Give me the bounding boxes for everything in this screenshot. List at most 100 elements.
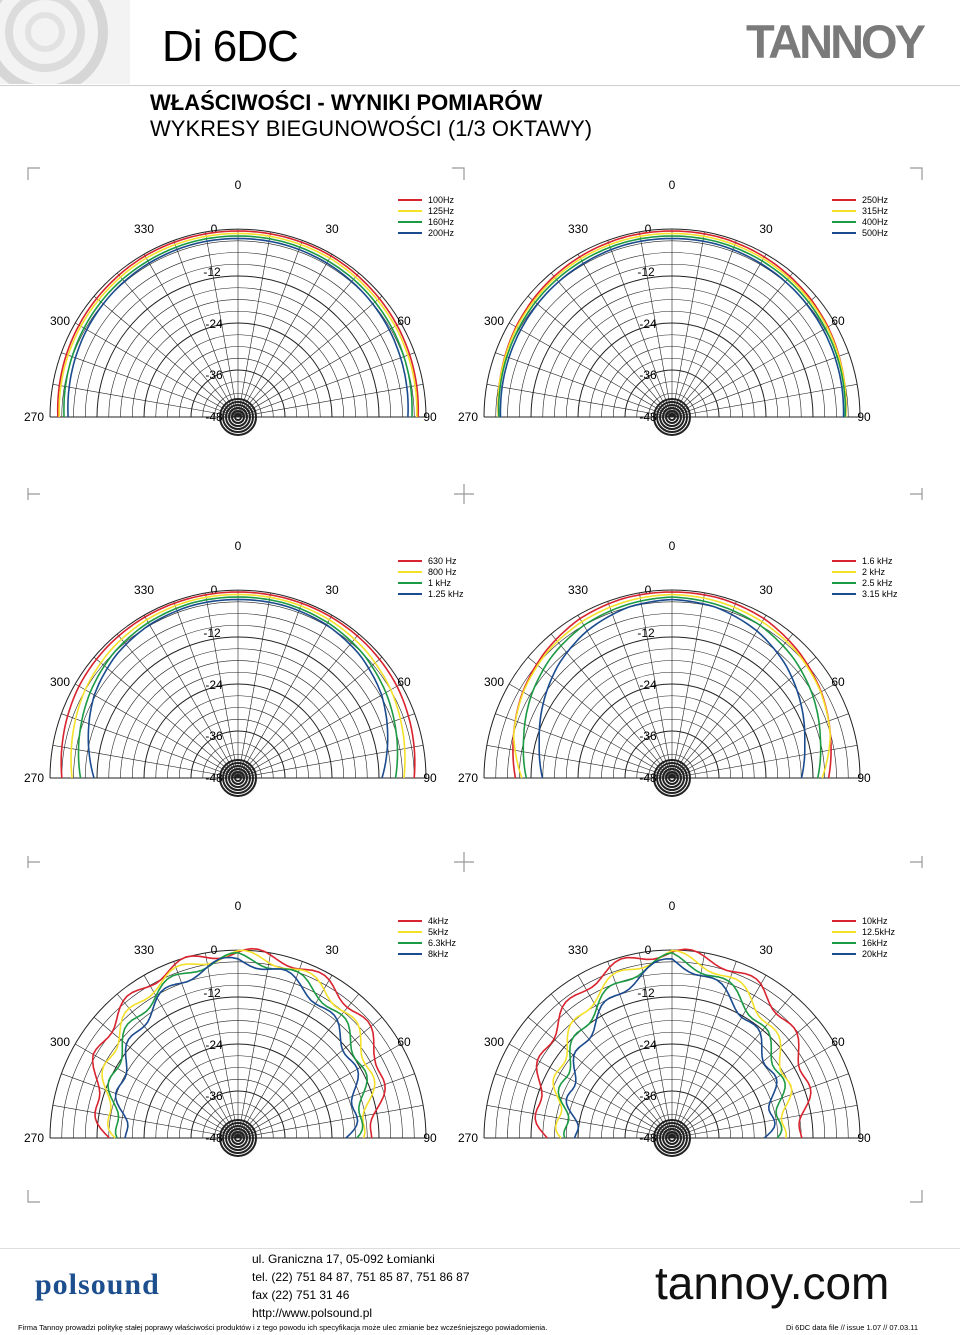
legend-entry: 200Hz bbox=[428, 228, 455, 238]
grid-spoke bbox=[671, 656, 817, 779]
grid-spoke bbox=[671, 352, 849, 418]
grid-spoke bbox=[143, 975, 239, 1139]
series-line-250hz bbox=[497, 230, 847, 418]
angle-label-0: 0 bbox=[669, 899, 676, 913]
grid-spoke bbox=[671, 295, 817, 418]
series-line-800hz bbox=[70, 593, 406, 779]
angle-label-30: 30 bbox=[759, 583, 773, 597]
grid-spoke bbox=[607, 961, 673, 1139]
tannoy-swirl-icon bbox=[0, 0, 130, 84]
radial-label: -36 bbox=[639, 729, 657, 743]
grid-spoke bbox=[237, 322, 401, 418]
page-title: Di 6DC bbox=[162, 22, 299, 71]
grid-spoke bbox=[75, 322, 239, 418]
footer bbox=[0, 1248, 960, 1324]
series-line-2khz bbox=[512, 593, 832, 779]
legend-entry: 1.25 kHz bbox=[428, 589, 464, 599]
radial-label: -24 bbox=[639, 1038, 657, 1052]
angle-label-300: 300 bbox=[50, 314, 70, 328]
polsound-logo: polsound bbox=[35, 1268, 160, 1301]
series-line-400hz bbox=[497, 235, 847, 418]
grid-spoke bbox=[75, 683, 239, 779]
grid-spoke bbox=[93, 1016, 239, 1139]
angle-label-270: 270 bbox=[458, 771, 478, 785]
grid-spoke bbox=[671, 240, 737, 418]
angle-label-30: 30 bbox=[325, 943, 339, 957]
angle-label-90: 90 bbox=[857, 771, 871, 785]
angle-label-270: 270 bbox=[24, 410, 44, 424]
angle-label-30: 30 bbox=[759, 943, 773, 957]
angle-label-30: 30 bbox=[325, 222, 339, 236]
page-header: Di 6DC TANNOY bbox=[0, 0, 960, 86]
radial-label: -48 bbox=[639, 1131, 657, 1145]
grid-spoke bbox=[495, 352, 673, 418]
series-line-160hz bbox=[63, 235, 413, 418]
legend-entry: 12.5kHz bbox=[862, 927, 896, 937]
grid-spoke bbox=[237, 952, 271, 1139]
grid-spoke bbox=[671, 1016, 817, 1139]
legend-entry: 800 Hz bbox=[428, 567, 457, 577]
grid-spoke bbox=[671, 952, 705, 1139]
telephone: tel. (22) 751 84 87, 751 85 87, 751 86 8… bbox=[252, 1270, 470, 1284]
section-subheading: WYKRESY BIEGUNOWOŚCI (1/3 OKTAWY) bbox=[150, 116, 593, 141]
grid-spoke bbox=[671, 231, 705, 418]
legend-entry: 2 kHz bbox=[862, 567, 886, 577]
radial-label: -48 bbox=[205, 1131, 223, 1145]
radial-label: -24 bbox=[205, 317, 223, 331]
polar-plot: 0 330 30 300 60 270 90 0 -12 -24 -36 -48 10kHz12.5kH… bbox=[458, 899, 896, 1157]
legend-entry: 250Hz bbox=[862, 195, 889, 205]
crop-mark bbox=[910, 167, 923, 180]
grid-spoke bbox=[607, 601, 673, 779]
grid-spoke bbox=[237, 384, 424, 418]
tannoy-website[interactable]: tannoy.com bbox=[655, 1257, 890, 1309]
angle-label-60: 60 bbox=[397, 1035, 411, 1049]
polar-plot: 0 330 30 300 60 270 90 0 -12 -24 -36 -48 250Hz315Hz4… bbox=[458, 178, 889, 436]
grid-spoke bbox=[237, 713, 415, 779]
legend-entry: 8kHz bbox=[428, 949, 449, 959]
grid-spoke bbox=[671, 961, 737, 1139]
angle-label-60: 60 bbox=[831, 1035, 845, 1049]
legend-entry: 125Hz bbox=[428, 206, 455, 216]
radial-label: -48 bbox=[639, 771, 657, 785]
angle-label-60: 60 bbox=[831, 314, 845, 328]
polar-plot: 0 330 30 300 60 270 90 0 -12 -24 -36 -48 100Hz125Hz1… bbox=[24, 178, 455, 436]
series-line-200hz bbox=[67, 237, 409, 418]
grid-spoke bbox=[671, 633, 794, 779]
grid-spoke bbox=[93, 656, 239, 779]
crop-mark bbox=[27, 488, 40, 500]
grid-spoke bbox=[237, 601, 303, 779]
grid-spoke bbox=[52, 384, 239, 418]
grid-spoke bbox=[173, 240, 239, 418]
grid-spoke bbox=[143, 615, 239, 779]
grid-spoke bbox=[93, 295, 239, 418]
grid-spoke bbox=[237, 254, 333, 418]
grid-spoke bbox=[509, 1043, 673, 1139]
radial-label: -24 bbox=[639, 678, 657, 692]
angle-label-270: 270 bbox=[24, 771, 44, 785]
grid-spoke bbox=[639, 231, 673, 418]
radial-label: 0 bbox=[645, 222, 652, 236]
angle-label-60: 60 bbox=[397, 675, 411, 689]
angle-label-90: 90 bbox=[857, 410, 871, 424]
series-line-6.3khz bbox=[107, 951, 369, 1139]
series-line-1.25khz bbox=[87, 598, 389, 779]
series-line-3.15khz bbox=[538, 598, 806, 779]
grid-spoke bbox=[671, 745, 858, 779]
grid-spoke bbox=[143, 254, 239, 418]
radial-label: -48 bbox=[205, 771, 223, 785]
crop-mark bbox=[27, 1190, 40, 1203]
grid-spoke bbox=[527, 1016, 673, 1139]
grid-spoke bbox=[671, 975, 767, 1139]
angle-label-270: 270 bbox=[458, 1131, 478, 1145]
angle-label-30: 30 bbox=[325, 583, 339, 597]
website-link[interactable]: http://www.polsound.pl bbox=[252, 1306, 373, 1320]
radial-label: 0 bbox=[645, 583, 652, 597]
radial-label: 0 bbox=[211, 583, 218, 597]
register-mark bbox=[454, 852, 474, 872]
grid-spoke bbox=[550, 633, 673, 779]
grid-spoke bbox=[173, 961, 239, 1139]
grid-spoke bbox=[205, 592, 239, 779]
radial-label: -48 bbox=[639, 410, 657, 424]
grid-spoke bbox=[75, 1043, 239, 1139]
